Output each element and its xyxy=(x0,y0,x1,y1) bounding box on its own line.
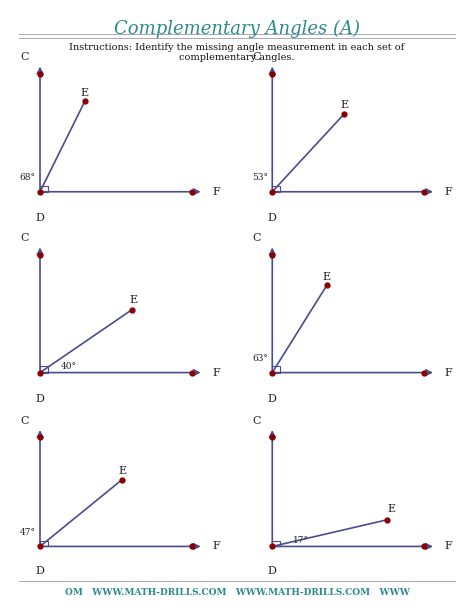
Text: E: E xyxy=(80,88,89,99)
Text: F: F xyxy=(445,187,452,197)
Text: C: C xyxy=(20,416,29,425)
Text: E: E xyxy=(322,272,330,283)
Text: F: F xyxy=(212,368,220,378)
Text: D: D xyxy=(36,394,45,404)
Text: C: C xyxy=(20,52,29,62)
Text: E: E xyxy=(341,99,349,110)
Text: C: C xyxy=(20,233,29,243)
Text: C: C xyxy=(253,416,261,425)
Text: C: C xyxy=(253,52,261,62)
Text: D: D xyxy=(268,213,277,223)
Text: D: D xyxy=(36,213,45,223)
Text: E: E xyxy=(129,295,137,305)
Text: F: F xyxy=(212,541,220,552)
Text: F: F xyxy=(212,187,220,197)
Text: 68°: 68° xyxy=(19,173,36,182)
Text: E: E xyxy=(387,504,395,514)
Text: D: D xyxy=(36,566,45,576)
Text: D: D xyxy=(268,566,277,576)
Text: F: F xyxy=(445,541,452,552)
Text: C: C xyxy=(253,233,261,243)
Text: Instructions: Identify the missing angle measurement in each set of
complementar: Instructions: Identify the missing angle… xyxy=(69,43,405,63)
Text: Complementary Angles (A): Complementary Angles (A) xyxy=(114,20,360,39)
Text: E: E xyxy=(118,466,127,476)
Text: D: D xyxy=(268,394,277,404)
Text: 47°: 47° xyxy=(19,528,36,538)
Text: 63°: 63° xyxy=(252,354,268,363)
Text: 17°: 17° xyxy=(293,536,309,545)
Text: OM   WWW.MATH-DRILLS.COM   WWW.MATH-DRILLS.COM   WWW: OM WWW.MATH-DRILLS.COM WWW.MATH-DRILLS.C… xyxy=(64,588,410,598)
Text: 40°: 40° xyxy=(61,362,77,371)
Text: 53°: 53° xyxy=(252,173,268,182)
Text: F: F xyxy=(445,368,452,378)
